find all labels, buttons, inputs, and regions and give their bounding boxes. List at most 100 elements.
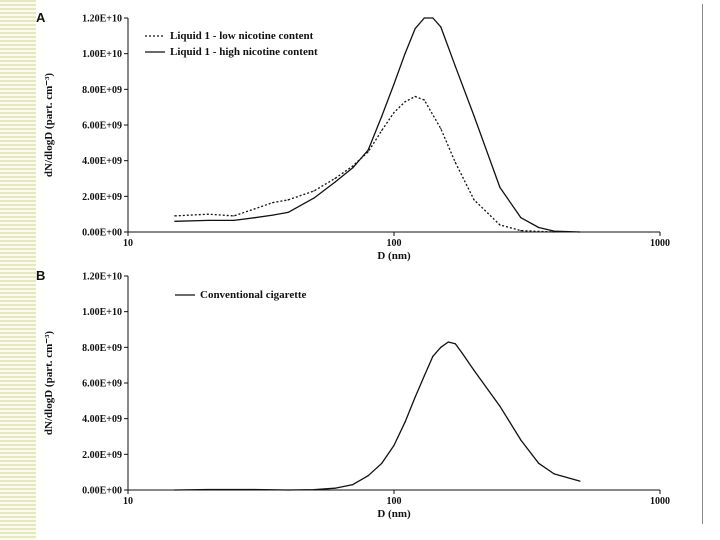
legend-label: Liquid 1 - low nicotine content: [170, 30, 314, 42]
data-point: [334, 487, 336, 489]
y-tick-label: 8.00E+09: [82, 343, 122, 354]
y-tick-label: 0.00E+00: [82, 228, 122, 239]
data-point: [404, 421, 406, 423]
data-point: [313, 489, 315, 491]
data-point: [233, 219, 235, 221]
panel-label: B: [36, 268, 45, 283]
data-point: [538, 462, 540, 464]
data-point: [272, 214, 274, 216]
data-point: [440, 128, 442, 130]
data-point: [393, 444, 395, 446]
data-point: [254, 217, 256, 219]
data-point: [352, 484, 354, 486]
y-tick-label: 6.00E+09: [82, 121, 122, 132]
data-point: [473, 115, 475, 117]
data-point: [334, 177, 336, 180]
data-point: [538, 226, 540, 229]
x-tick-label: 10: [123, 238, 133, 249]
series-line-1: [174, 95, 555, 233]
data-point: [287, 211, 289, 213]
y-tick-label: 1.20E+10: [82, 14, 122, 25]
legend-label: Conventional cigarette: [200, 289, 307, 301]
data-point: [287, 489, 289, 491]
data-point: [423, 99, 425, 101]
data-point: [454, 65, 456, 67]
y-tick-label: 4.00E+09: [82, 414, 122, 425]
x-axis-label: D (nm): [377, 508, 411, 520]
data-point: [579, 480, 581, 482]
y-tick-label: 6.00E+09: [82, 379, 122, 390]
data-point: [454, 343, 456, 345]
data-point: [174, 220, 176, 222]
data-point: [352, 165, 354, 167]
series-line-2: [174, 17, 580, 233]
data-point: [440, 26, 442, 28]
y-axis-label: dN/dlogD (part. cm⁻³): [43, 73, 55, 177]
data-point: [414, 95, 416, 98]
data-point: [287, 199, 289, 201]
data-point: [174, 489, 176, 491]
data-point: [579, 231, 581, 233]
data-point: [207, 213, 209, 215]
data-point: [432, 17, 434, 19]
data-point: [254, 208, 256, 210]
data-point: [404, 101, 406, 103]
data-point: [454, 161, 456, 163]
data-point: [461, 352, 463, 354]
data-point: [423, 17, 425, 19]
data-point: [520, 230, 522, 232]
y-tick-label: 1.00E+10: [82, 307, 122, 318]
x-tick-label: 10: [123, 496, 133, 507]
y-tick-label: 8.00E+09: [82, 85, 122, 96]
decorative-stripe: [0, 0, 36, 540]
x-tick-label: 100: [387, 238, 402, 249]
data-point: [553, 473, 555, 475]
series-line-1: [174, 341, 581, 491]
x-tick-label: 1000: [650, 496, 670, 507]
data-point: [233, 215, 235, 217]
data-point: [207, 488, 209, 491]
data-point: [254, 488, 256, 491]
y-tick-label: 4.00E+09: [82, 156, 122, 167]
data-point: [367, 475, 369, 477]
data-point: [414, 396, 416, 398]
data-point: [414, 28, 416, 30]
data-point: [447, 341, 449, 343]
x-tick-label: 1000: [650, 238, 670, 249]
data-point: [432, 355, 434, 357]
right-rule: [702, 4, 703, 524]
data-point: [174, 215, 176, 217]
data-point: [393, 83, 395, 85]
y-tick-label: 1.00E+10: [82, 49, 122, 60]
y-axis-label: dN/dlogD (part. cm⁻³): [43, 331, 55, 435]
data-point: [473, 369, 475, 372]
data-point: [499, 224, 501, 226]
data-point: [381, 129, 383, 131]
data-point: [520, 439, 522, 441]
data-point: [313, 190, 315, 192]
y-tick-label: 0.00E+00: [82, 486, 122, 497]
y-tick-label: 1.20E+10: [82, 272, 122, 283]
x-axis-label: D (nm): [377, 250, 411, 262]
data-point: [272, 202, 274, 204]
data-point: [473, 199, 475, 201]
data-point: [499, 186, 501, 188]
data-point: [367, 149, 369, 151]
data-point: [499, 405, 501, 407]
data-point: [393, 111, 395, 114]
legend-label: Liquid 1 - high nicotine content: [170, 46, 318, 58]
data-point: [381, 115, 383, 117]
y-tick-label: 2.00E+09: [82, 450, 122, 461]
panel-label: A: [36, 10, 46, 25]
data-point: [367, 151, 369, 153]
data-point: [207, 219, 209, 221]
data-point: [334, 181, 336, 183]
data-point: [520, 217, 522, 219]
data-point: [553, 230, 555, 232]
x-tick-label: 100: [387, 496, 402, 507]
data-point: [381, 462, 383, 464]
y-tick-label: 2.00E+09: [82, 192, 122, 203]
data-point: [404, 53, 406, 55]
data-point: [352, 167, 354, 169]
